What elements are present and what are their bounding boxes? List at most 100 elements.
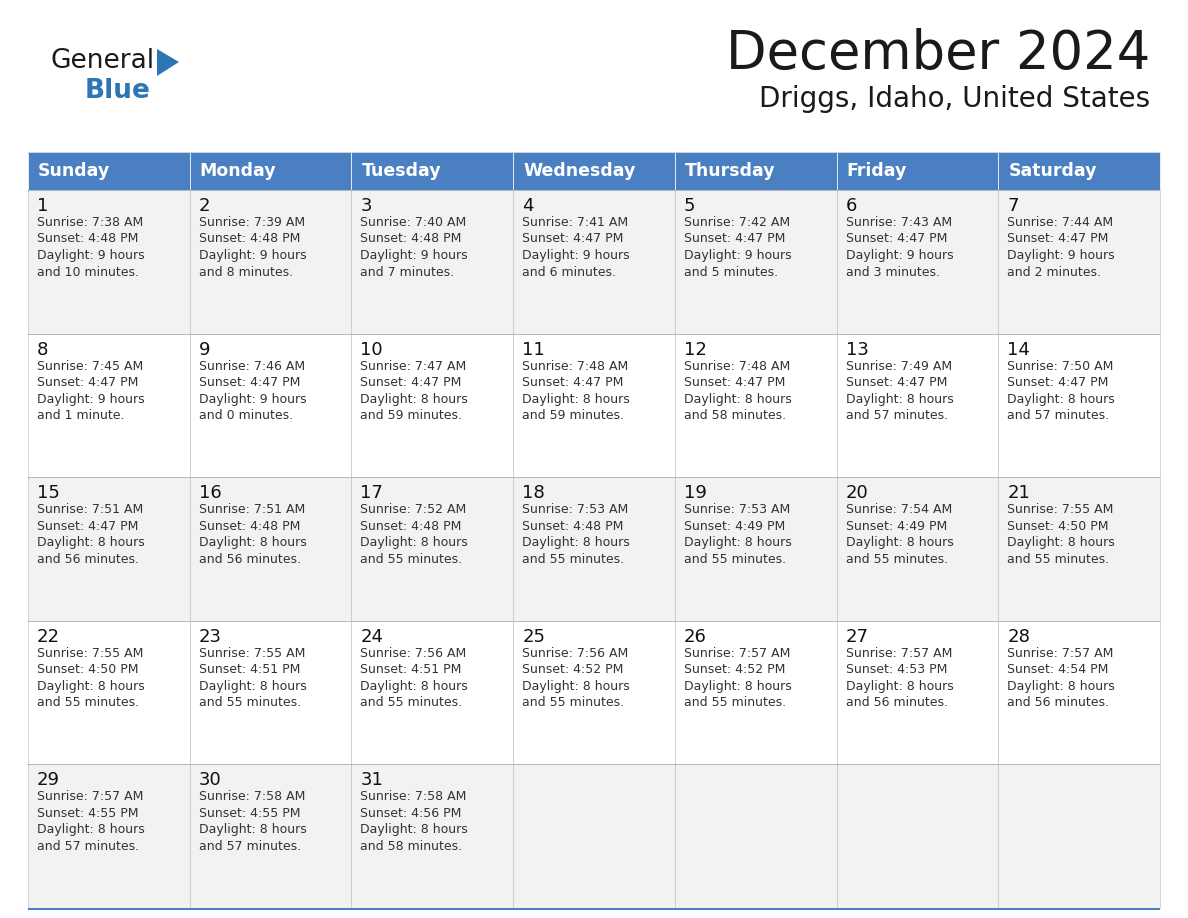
Text: 11: 11 [523,341,545,359]
Text: Daylight: 8 hours: Daylight: 8 hours [684,680,791,693]
Text: Sunrise: 7:47 AM: Sunrise: 7:47 AM [360,360,467,373]
Text: and 59 minutes.: and 59 minutes. [523,409,624,422]
Text: Sunset: 4:55 PM: Sunset: 4:55 PM [198,807,301,820]
Text: Sunrise: 7:45 AM: Sunrise: 7:45 AM [37,360,144,373]
Text: Daylight: 8 hours: Daylight: 8 hours [846,536,953,549]
Bar [998,477,1159,621]
Text: Sunset: 4:48 PM: Sunset: 4:48 PM [198,232,301,245]
Polygon shape [157,49,179,76]
Text: and 55 minutes.: and 55 minutes. [360,696,462,710]
Bar [29,908,1159,910]
Text: December 2024: December 2024 [726,28,1150,80]
Text: Sunrise: 7:52 AM: Sunrise: 7:52 AM [360,503,467,516]
Text: and 55 minutes.: and 55 minutes. [684,696,786,710]
Bar [352,477,513,621]
Text: 13: 13 [846,341,868,359]
Text: Daylight: 8 hours: Daylight: 8 hours [684,393,791,406]
Text: 20: 20 [846,484,868,502]
Text: Wednesday: Wednesday [523,162,636,180]
Text: Sunset: 4:50 PM: Sunset: 4:50 PM [37,664,139,677]
Text: Sunset: 4:48 PM: Sunset: 4:48 PM [198,520,301,532]
Text: 18: 18 [523,484,545,502]
Text: and 56 minutes.: and 56 minutes. [37,553,139,565]
Text: Sunrise: 7:51 AM: Sunrise: 7:51 AM [198,503,305,516]
Text: 6: 6 [846,197,857,215]
Text: Tuesday: Tuesday [361,162,441,180]
Bar [513,765,675,908]
Text: Sunset: 4:47 PM: Sunset: 4:47 PM [360,376,462,389]
Text: Sunset: 4:53 PM: Sunset: 4:53 PM [846,664,947,677]
Text: Sunset: 4:47 PM: Sunset: 4:47 PM [37,520,138,532]
Text: Sunset: 4:48 PM: Sunset: 4:48 PM [360,232,462,245]
Text: Sunset: 4:49 PM: Sunset: 4:49 PM [684,520,785,532]
Text: Sunset: 4:48 PM: Sunset: 4:48 PM [360,520,462,532]
Text: and 55 minutes.: and 55 minutes. [523,553,624,565]
Bar [513,190,675,333]
Text: Daylight: 8 hours: Daylight: 8 hours [846,680,953,693]
Text: Sunrise: 7:57 AM: Sunrise: 7:57 AM [37,790,144,803]
Text: Sunrise: 7:55 AM: Sunrise: 7:55 AM [37,647,144,660]
Bar [29,765,190,908]
Text: and 2 minutes.: and 2 minutes. [1007,265,1101,278]
Text: Sunrise: 7:58 AM: Sunrise: 7:58 AM [198,790,305,803]
Text: Sunset: 4:47 PM: Sunset: 4:47 PM [1007,376,1108,389]
Text: Daylight: 9 hours: Daylight: 9 hours [198,249,307,262]
Text: Daylight: 8 hours: Daylight: 8 hours [523,393,630,406]
Text: Sunset: 4:47 PM: Sunset: 4:47 PM [1007,232,1108,245]
Text: Sunset: 4:47 PM: Sunset: 4:47 PM [37,376,138,389]
Bar [836,621,998,765]
Bar [29,621,190,765]
Text: 10: 10 [360,341,383,359]
Text: Daylight: 8 hours: Daylight: 8 hours [523,536,630,549]
Text: Sunset: 4:52 PM: Sunset: 4:52 PM [684,664,785,677]
Text: and 59 minutes.: and 59 minutes. [360,409,462,422]
Text: 8: 8 [37,341,49,359]
Text: Sunrise: 7:48 AM: Sunrise: 7:48 AM [684,360,790,373]
Text: 2: 2 [198,197,210,215]
Text: Sunset: 4:47 PM: Sunset: 4:47 PM [846,376,947,389]
Text: 16: 16 [198,484,221,502]
Text: 21: 21 [1007,484,1030,502]
Text: Sunrise: 7:56 AM: Sunrise: 7:56 AM [360,647,467,660]
Text: Sunrise: 7:56 AM: Sunrise: 7:56 AM [523,647,628,660]
Text: 29: 29 [37,771,61,789]
Text: Sunset: 4:47 PM: Sunset: 4:47 PM [684,232,785,245]
Text: and 7 minutes.: and 7 minutes. [360,265,455,278]
Text: and 58 minutes.: and 58 minutes. [360,840,462,853]
Text: Sunday: Sunday [38,162,110,180]
Text: Daylight: 8 hours: Daylight: 8 hours [360,393,468,406]
Text: 4: 4 [523,197,533,215]
Text: and 6 minutes.: and 6 minutes. [523,265,617,278]
Text: and 57 minutes.: and 57 minutes. [1007,409,1110,422]
Bar [29,152,1159,154]
Text: Sunrise: 7:55 AM: Sunrise: 7:55 AM [198,647,305,660]
Text: Sunrise: 7:53 AM: Sunrise: 7:53 AM [523,503,628,516]
Text: Sunset: 4:56 PM: Sunset: 4:56 PM [360,807,462,820]
Bar [190,190,352,333]
Bar [836,190,998,333]
Bar [998,152,1159,190]
Bar [675,190,836,333]
Text: Daylight: 9 hours: Daylight: 9 hours [360,249,468,262]
Text: and 8 minutes.: and 8 minutes. [198,265,292,278]
Bar [29,190,1159,192]
Text: 23: 23 [198,628,222,645]
Text: Daylight: 8 hours: Daylight: 8 hours [360,823,468,836]
Text: Daylight: 8 hours: Daylight: 8 hours [198,680,307,693]
Text: and 55 minutes.: and 55 minutes. [360,553,462,565]
Text: Sunset: 4:48 PM: Sunset: 4:48 PM [523,520,624,532]
Bar [190,477,352,621]
Text: Daylight: 8 hours: Daylight: 8 hours [360,680,468,693]
Bar [190,765,352,908]
Text: Sunset: 4:51 PM: Sunset: 4:51 PM [360,664,462,677]
Bar [998,333,1159,477]
Bar [352,765,513,908]
Text: Sunrise: 7:57 AM: Sunrise: 7:57 AM [846,647,952,660]
Text: 26: 26 [684,628,707,645]
Bar [29,477,190,621]
Text: Friday: Friday [847,162,906,180]
Text: Daylight: 8 hours: Daylight: 8 hours [1007,680,1116,693]
Text: and 1 minute.: and 1 minute. [37,409,125,422]
Text: 31: 31 [360,771,384,789]
Text: Sunset: 4:55 PM: Sunset: 4:55 PM [37,807,139,820]
